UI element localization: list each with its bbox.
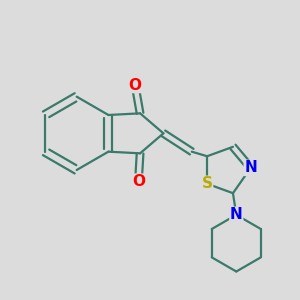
Text: N: N — [244, 160, 257, 175]
Text: S: S — [202, 176, 213, 191]
Text: O: O — [132, 174, 145, 189]
Text: N: N — [230, 207, 243, 222]
Text: O: O — [129, 77, 142, 92]
